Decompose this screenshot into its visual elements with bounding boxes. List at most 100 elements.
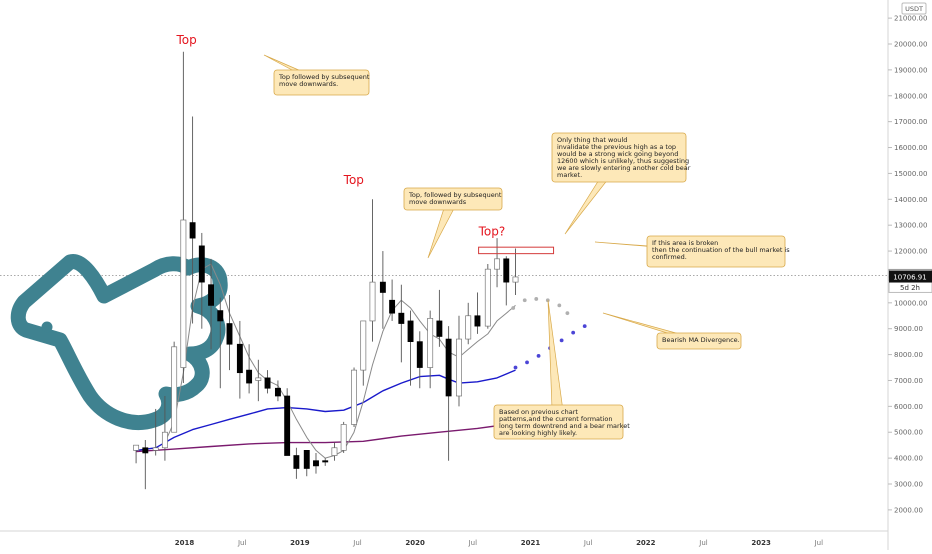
x-tick-label: Jul xyxy=(814,539,824,547)
projection-dot-blue xyxy=(513,365,518,370)
callout-text: long term downtrend and a bear market xyxy=(499,422,630,430)
ma-value-box xyxy=(889,270,932,283)
candle-body xyxy=(142,447,149,454)
candle-body xyxy=(313,460,319,467)
candle-body xyxy=(445,338,452,397)
projection-dot-grey xyxy=(557,303,562,308)
candle-body xyxy=(217,310,224,322)
callout-text: we are slowly entering another cold bear xyxy=(557,164,691,172)
y-tick-label: 12000.00 xyxy=(894,248,927,256)
projections xyxy=(478,246,616,420)
candle-body xyxy=(331,447,338,456)
candle-body xyxy=(255,377,262,381)
x-tick-label: Jul xyxy=(352,539,362,547)
x-tick-label: Jul xyxy=(583,539,593,547)
top-2-label: Top xyxy=(343,173,364,187)
callout-pointer xyxy=(547,299,565,423)
callout-text: Only thing that would xyxy=(557,136,627,144)
y-tick-label: 8000.00 xyxy=(894,351,923,359)
y-tick-label: 16000.00 xyxy=(894,144,927,152)
candle-body xyxy=(189,222,196,239)
callout-text: Top, followed by subsequent xyxy=(408,191,502,199)
y-tick-label: 17000.00 xyxy=(894,118,927,126)
x-tick-label: 2021 xyxy=(521,539,541,547)
candle-body xyxy=(484,268,491,327)
callout-text: Top followed by subsequent xyxy=(278,73,370,81)
y-tick-label: 20000.00 xyxy=(894,41,927,49)
y-tick-label: 2000.00 xyxy=(894,506,923,514)
y-tick-label: 18000.00 xyxy=(894,92,927,100)
resistance-zone xyxy=(478,246,555,255)
candle-body xyxy=(236,343,243,374)
candle-body xyxy=(360,320,367,371)
candle-body xyxy=(389,299,396,314)
candle-body xyxy=(133,444,140,451)
callout-text: would be a strong wick going beyond xyxy=(557,150,678,158)
top-1-label: Top xyxy=(175,33,196,47)
candle-body xyxy=(180,219,187,368)
candle-body xyxy=(503,258,510,283)
candle-body xyxy=(465,315,472,340)
ma-slow-line xyxy=(136,418,525,453)
callout-box xyxy=(273,69,370,96)
callout-divergence: Bearish MA Divergence. xyxy=(602,312,742,350)
y-tick-label: 6000.00 xyxy=(894,403,923,411)
x-tick-label: 2020 xyxy=(405,539,425,547)
countdown-label: 5d 2h xyxy=(900,284,920,292)
y-tick-label: 3000.00 xyxy=(894,481,923,489)
y-tick-label: 21000.00 xyxy=(894,15,927,23)
currency-label: USDT xyxy=(905,5,923,13)
candle-body xyxy=(369,281,376,322)
candle-body xyxy=(436,320,443,337)
y-tick-label: 7000.00 xyxy=(894,377,923,385)
callout-text: move downwards. xyxy=(279,80,338,88)
x-tick-label: 2019 xyxy=(290,539,310,547)
currency-box xyxy=(901,2,927,15)
y-tick-label: 10000.00 xyxy=(894,299,927,307)
x-tick-label: Jul xyxy=(468,539,478,547)
callout-text: are looking highly likely. xyxy=(499,429,577,437)
callout-text: Bearish MA Divergence. xyxy=(662,336,740,344)
top-3-label: Top? xyxy=(478,225,506,239)
callout-text: 12600 which is unlikely, thus suggesting xyxy=(557,157,689,165)
candle-body xyxy=(379,281,386,293)
callout-text: then the continuation of the bull market… xyxy=(652,246,790,254)
x-tick-label: 2018 xyxy=(175,539,195,547)
candle-body xyxy=(171,346,178,433)
candle-body xyxy=(152,447,159,451)
candle-body xyxy=(284,395,291,456)
projection-dot-blue xyxy=(582,324,587,329)
candle-body xyxy=(474,315,481,327)
callout-text: If this area is broken xyxy=(652,239,718,247)
y-tick-label: 13000.00 xyxy=(894,222,927,230)
callout-box xyxy=(493,404,624,440)
thumbs-down-icon xyxy=(10,254,228,430)
callout-text: confirmed. xyxy=(652,253,687,261)
projection-dot-grey xyxy=(565,311,570,316)
x-tick-label: Jul xyxy=(698,539,708,547)
callout-text: move downwards xyxy=(409,198,467,206)
candle-body xyxy=(427,318,434,368)
candle-body xyxy=(246,369,253,384)
callout-box xyxy=(403,187,503,211)
candle-body xyxy=(226,323,233,345)
candle-body xyxy=(512,276,519,283)
projection-dot-grey xyxy=(534,297,539,301)
candle-body xyxy=(351,369,357,425)
callout-text: Based on previous chart xyxy=(499,408,578,416)
projection-dot-grey xyxy=(522,298,527,303)
callout-text: market. xyxy=(557,171,582,179)
candle-body xyxy=(407,320,414,342)
x-tick-label: 2022 xyxy=(636,539,656,547)
projection-dot-blue xyxy=(559,338,564,343)
callout-text: patterns,and the current formation xyxy=(499,415,612,423)
candle-body xyxy=(416,341,423,368)
candle-body xyxy=(494,258,500,270)
